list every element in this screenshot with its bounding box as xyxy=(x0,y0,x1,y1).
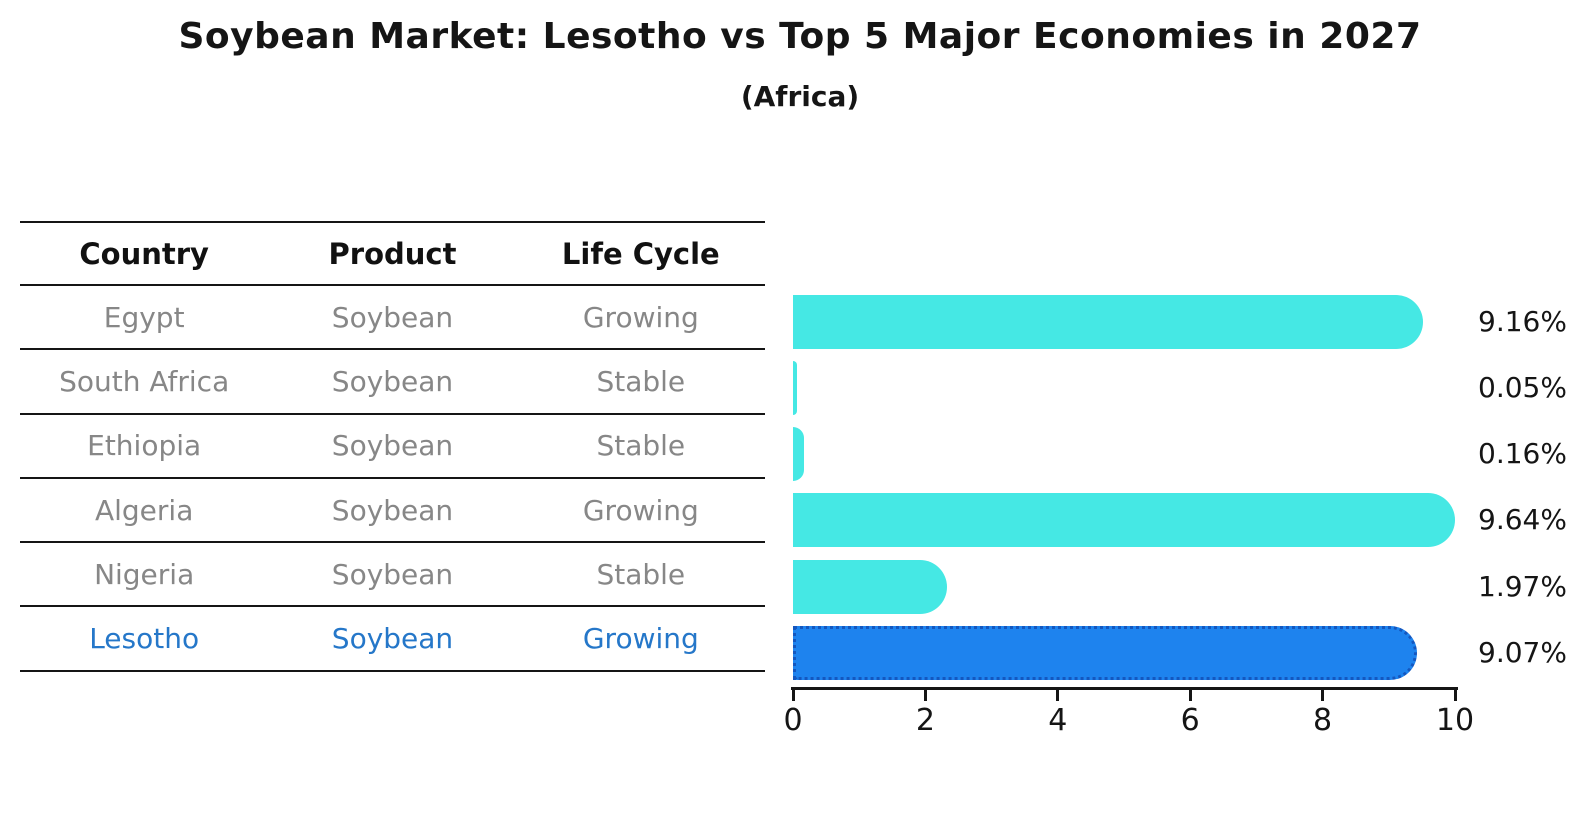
table-header-product: Product xyxy=(328,236,457,271)
cell-country: Nigeria xyxy=(94,557,195,591)
cell-life-cycle: Stable xyxy=(596,429,686,463)
table-row-ethiopia: Ethiopia Soybean Stable xyxy=(20,415,765,479)
x-axis-tick-label: 2 xyxy=(915,703,935,738)
bar-value-label: 0.05% xyxy=(1478,370,1567,404)
data-table: Country Product Life Cycle Egypt Soybean… xyxy=(20,221,765,672)
cell-country: Algeria xyxy=(94,493,194,527)
cell-product: Soybean xyxy=(331,493,454,527)
cell-country: Ethiopia xyxy=(87,429,202,463)
cell-country: South Africa xyxy=(59,364,230,398)
x-axis-tick xyxy=(1056,690,1060,701)
table-row-algeria: Algeria Soybean Growing xyxy=(20,479,765,544)
x-axis-line xyxy=(791,687,1458,690)
x-axis-tick xyxy=(923,690,927,701)
table-row-south-africa: South Africa Soybean Stable xyxy=(20,350,765,415)
table-row-lesotho-highlighted: Lesotho Soybean Growing xyxy=(20,607,765,672)
x-axis-tick-label: 4 xyxy=(1048,703,1068,738)
x-axis-tick xyxy=(1321,690,1325,701)
bar-ethiopia xyxy=(793,427,804,482)
cell-product: Soybean xyxy=(331,557,454,591)
x-axis-tick xyxy=(1453,690,1457,701)
table-header-country: Country xyxy=(79,236,209,271)
cell-life-cycle: Growing xyxy=(582,300,699,334)
figure-subtitle: (Africa) xyxy=(740,80,860,113)
bar-algeria xyxy=(793,493,1456,548)
x-axis-tick-label: 8 xyxy=(1313,703,1333,738)
cell-product: Soybean xyxy=(331,429,454,463)
bar-value-label: 1.97% xyxy=(1478,569,1567,603)
bar-value-label: 9.64% xyxy=(1478,503,1567,537)
bar-egypt xyxy=(793,294,1424,349)
cell-life-cycle: Growing xyxy=(582,493,699,527)
x-axis-tick-label: 6 xyxy=(1180,703,1200,738)
cell-product: Soybean xyxy=(331,300,454,334)
bar-value-label: 9.07% xyxy=(1478,636,1567,670)
bar-value-label: 0.16% xyxy=(1478,437,1567,471)
cell-life-cycle: Growing xyxy=(582,622,699,656)
x-axis-tick-label: 0 xyxy=(783,703,803,738)
table-row-egypt: Egypt Soybean Growing xyxy=(20,286,765,351)
x-axis-tick-label: 10 xyxy=(1435,703,1475,738)
cell-life-cycle: Stable xyxy=(596,364,686,398)
cell-country: Egypt xyxy=(103,300,185,334)
table-header-life-cycle: Life Cycle xyxy=(561,236,720,271)
bar-lesotho-highlighted xyxy=(793,626,1418,681)
cell-product: Soybean xyxy=(331,364,454,398)
cell-product: Soybean xyxy=(331,622,454,656)
table-row-nigeria: Nigeria Soybean Stable xyxy=(20,543,765,608)
bar-south-africa xyxy=(793,360,797,415)
x-axis-tick xyxy=(1188,690,1192,701)
table-header-row: Country Product Life Cycle xyxy=(20,223,765,286)
cell-life-cycle: Stable xyxy=(596,557,686,591)
figure-title: Soybean Market: Lesotho vs Top 5 Major E… xyxy=(178,16,1422,57)
cell-country: Lesotho xyxy=(89,622,200,656)
bar-nigeria xyxy=(793,559,948,614)
bar-value-label: 9.16% xyxy=(1478,304,1567,338)
x-axis-tick xyxy=(791,690,795,701)
